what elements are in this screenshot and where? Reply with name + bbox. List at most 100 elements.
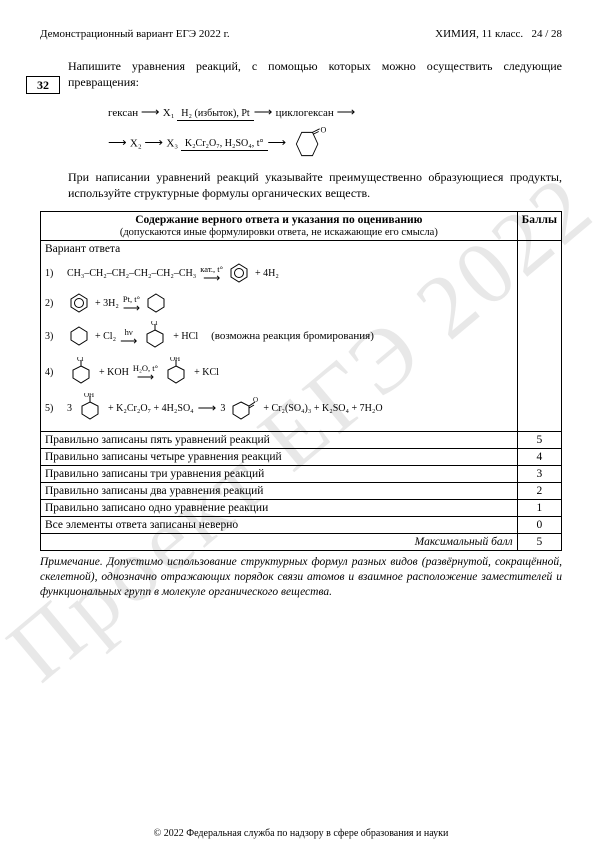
- eq-label: 5): [45, 403, 63, 414]
- svg-text:O: O: [321, 127, 327, 134]
- scheme-x2: X₂: [130, 138, 142, 150]
- eq3-plus: + Cl₂: [95, 331, 116, 342]
- rubric-header-row: Содержание верного ответа и указания по …: [41, 212, 562, 241]
- arrow-icon: ⟶: [268, 135, 290, 150]
- eq1-cond: кат., t°⟶: [200, 265, 223, 282]
- chlorocyclohexane-icon: Cl: [67, 357, 95, 387]
- benzene-icon: [227, 261, 251, 285]
- scheme-row-2: ⟶ X₂ ⟶ X₃ K₂Cr₂O₇, H₂SO₄, t° ⟶ O: [108, 127, 562, 161]
- scheme-mid: циклогексан: [276, 107, 334, 119]
- rubric-table: Содержание верного ответа и указания по …: [40, 211, 562, 551]
- scheme-x3: X₃: [166, 138, 178, 150]
- rubric-text: Правильно записаны три уравнения реакций: [41, 466, 518, 483]
- head-sub-text: (допускаются иные формулировки ответа, н…: [120, 227, 438, 238]
- eq4-right: + KCl: [194, 367, 219, 378]
- eq4-cond: H₂O, t°⟶: [133, 364, 158, 381]
- rubric-row: Правильно записано одно уравнение реакци…: [41, 500, 562, 517]
- rubric-row: Правильно записаны два уравнения реакций…: [41, 483, 562, 500]
- svg-text:Cl: Cl: [151, 321, 158, 327]
- cyclohexanone-icon: O: [229, 393, 259, 423]
- eq-label: 2): [45, 298, 63, 309]
- arrow-icon: ⟶: [141, 104, 163, 119]
- rubric-score: 2: [517, 483, 561, 500]
- eq3-right: + HCl: [173, 331, 198, 342]
- rubric-row: Правильно записаны четыре уравнения реак…: [41, 449, 562, 466]
- eq5-mid: + K₂Cr₂O₇ + 4H₂SO₄: [108, 403, 194, 414]
- eq5-coef1: 3: [67, 403, 72, 414]
- scheme-cond2: K₂Cr₂O₇, H₂SO₄, t°: [181, 139, 268, 149]
- question-prompt: Напишите уравнения реакций, с помощью ко…: [68, 58, 562, 201]
- note-body: Допустимо использование структурных форм…: [40, 556, 562, 598]
- head-main-text: Содержание верного ответа и указания по …: [135, 214, 422, 226]
- arrow-icon: ⟶: [144, 135, 166, 150]
- answer-cell: Вариант ответа 1) CH₃–CH₂–CH₂–CH₂–CH₂–CH…: [41, 241, 518, 432]
- eq3-cond: hν⟶: [120, 328, 137, 345]
- equation-4: 4) Cl + KOH H₂O, t°⟶ OH + KCl: [45, 357, 513, 387]
- arrow-icon: ⟶: [337, 104, 356, 119]
- eq5-right: + Cr₂(SO₄)₃ + K₂SO₄ + 7H₂O: [263, 403, 382, 414]
- eq5-coef2: 3: [220, 403, 225, 414]
- rubric-score: 5: [517, 432, 561, 449]
- rubric-text: Правильно записаны два уравнения реакций: [41, 483, 518, 500]
- prompt-line-2: При написании уравнений реакций указывай…: [68, 169, 562, 201]
- note-lead: Примечание.: [40, 556, 103, 568]
- question-number-box: 32: [26, 76, 60, 94]
- page-footer: © 2022 Федеральная служба по надзору в с…: [0, 828, 602, 839]
- cyclohexanone-icon: O: [289, 127, 327, 161]
- eq2-cond: Pt, t°⟶: [123, 295, 140, 312]
- equation-1: 1) CH₃–CH₂–CH₂–CH₂–CH₂–CH₃ кат., t°⟶ + 4…: [45, 261, 513, 285]
- rubric-score: 3: [517, 466, 561, 483]
- rubric-max-row: Максимальный балл5: [41, 534, 562, 551]
- cyclohexane-icon: [144, 291, 168, 315]
- eq4-plus: + KOH: [99, 367, 129, 378]
- eq3-note: (возможна реакция бромирования): [211, 330, 374, 342]
- scheme-x1: X₁: [163, 107, 175, 119]
- max-score: 5: [517, 534, 561, 551]
- rubric-head-score: Баллы: [517, 212, 561, 241]
- svg-text:Cl: Cl: [77, 357, 84, 363]
- scheme-row-1: гексан ⟶ X₁ H₂ (избыток), Pt ⟶ циклогекс…: [108, 98, 562, 127]
- header-subject: ХИМИЯ, 11 класс.: [435, 28, 523, 40]
- max-label: Максимальный балл: [41, 534, 518, 551]
- arrow-icon: ⟶: [254, 104, 276, 119]
- svg-text:OH: OH: [84, 393, 94, 399]
- page-content: Демонстрационный вариант ЕГЭ 2022 г. ХИМ…: [40, 28, 562, 600]
- eq1-left: CH₃–CH₂–CH₂–CH₂–CH₂–CH₃: [67, 268, 196, 279]
- page-header: Демонстрационный вариант ЕГЭ 2022 г. ХИМ…: [40, 28, 562, 40]
- arrow-icon: ⟶: [108, 135, 130, 150]
- rubric-head-main: Содержание верного ответа и указания по …: [41, 212, 518, 241]
- reaction-scheme: гексан ⟶ X₁ H₂ (избыток), Pt ⟶ циклогекс…: [108, 98, 562, 161]
- svg-text:O: O: [253, 396, 258, 404]
- benzene-icon: [67, 291, 91, 315]
- eq-label: 1): [45, 268, 63, 279]
- answer-title: Вариант ответа: [45, 243, 513, 255]
- scheme-start: гексан: [108, 107, 138, 119]
- eq-label: 4): [45, 367, 63, 378]
- answer-row: Вариант ответа 1) CH₃–CH₂–CH₂–CH₂–CH₂–CH…: [41, 241, 562, 432]
- rubric-score: 4: [517, 449, 561, 466]
- equation-3: 3) + Cl₂ hν⟶ Cl + HCl (возможна реакция …: [45, 321, 513, 351]
- header-right: ХИМИЯ, 11 класс. 24 / 28: [435, 28, 562, 40]
- prompt-line-1: Напишите уравнения реакций, с помощью ко…: [68, 58, 562, 90]
- rubric-text: Правильно записаны пять уравнений реакци…: [41, 432, 518, 449]
- rubric-text: Правильно записаны четыре уравнения реак…: [41, 449, 518, 466]
- rubric-row: Все элементы ответа записаны неверно0: [41, 517, 562, 534]
- chlorocyclohexane-icon: Cl: [141, 321, 169, 351]
- eq1-right: + 4H₂: [255, 268, 279, 279]
- eq-label: 3): [45, 331, 63, 342]
- cyclohexane-icon: [67, 324, 91, 348]
- cond1-text: H₂ (избыток), Pt: [177, 108, 253, 121]
- note-paragraph: Примечание. Допустимо использование стру…: [40, 555, 562, 600]
- rubric-row: Правильно записаны три уравнения реакций…: [41, 466, 562, 483]
- svg-text:OH: OH: [170, 357, 180, 363]
- header-page: 24 / 28: [531, 28, 562, 40]
- equation-5: 5) 3 OH + K₂Cr₂O₇ + 4H₂SO₄ ⟶ 3 O + Cr₂(S…: [45, 393, 513, 423]
- rubric-score: 0: [517, 517, 561, 534]
- rubric-text: Правильно записано одно уравнение реакци…: [41, 500, 518, 517]
- answer-score-cell: [517, 241, 561, 432]
- rubric-text: Все элементы ответа записаны неверно: [41, 517, 518, 534]
- scheme-cond1: H₂ (избыток), Pt: [177, 109, 253, 119]
- header-left: Демонстрационный вариант ЕГЭ 2022 г.: [40, 28, 230, 40]
- rubric-score: 1: [517, 500, 561, 517]
- cyclohexanol-icon: OH: [76, 393, 104, 423]
